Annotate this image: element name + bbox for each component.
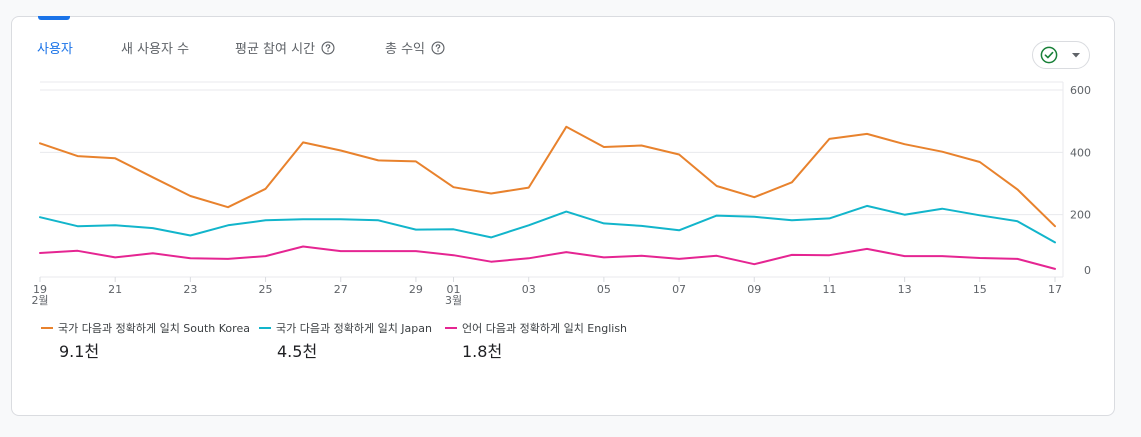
legend-label: 언어 다음과 정확하게 일치 English [462, 322, 628, 335]
legend-value-japan: 4.5천 [277, 342, 318, 361]
tab-total-revenue-label: 총 수익 [385, 42, 426, 57]
legend-item-english[interactable]: 언어 다음과 정확하게 일치 English [445, 320, 627, 336]
legend-value-south-korea: 9.1천 [59, 342, 100, 361]
legend-item-south-korea[interactable]: 국가 다음과 정확하게 일치 South Korea [41, 320, 250, 336]
series-line-2 [39, 245, 1056, 270]
legend-item-japan[interactable]: 국가 다음과 정확하게 일치 Japan [259, 320, 432, 336]
x-tick-month-label: 2월 [31, 294, 48, 307]
check-circle-icon [1040, 46, 1058, 64]
tab-users-label: 사용자 [37, 42, 73, 57]
x-tick-label: 09 [747, 283, 761, 296]
x-tick-label: 13 [898, 283, 912, 296]
y-tick-label: 400 [1070, 146, 1091, 159]
x-tick-label: 27 [334, 283, 348, 296]
chart-type-dropdown[interactable] [1032, 41, 1090, 69]
x-tick-label: 21 [108, 283, 122, 296]
x-tick-label: 05 [597, 283, 611, 296]
x-tick-label: 25 [259, 283, 273, 296]
series-line-0 [39, 125, 1056, 228]
x-tick-label: 19 [33, 283, 47, 296]
x-tick-label: 07 [672, 283, 686, 296]
help-icon[interactable] [321, 40, 335, 55]
x-tick-label: 29 [409, 283, 423, 296]
help-icon[interactable] [431, 40, 445, 55]
legend-swatch [41, 327, 53, 329]
y-tick-label: 0 [1084, 264, 1091, 277]
y-tick-label: 200 [1070, 209, 1091, 222]
tab-new-users[interactable]: 새 사용자 수 [121, 38, 189, 57]
tab-avg-engagement-time-label: 평균 참여 시간 [235, 42, 316, 57]
x-tick-label: 15 [973, 283, 987, 296]
series-line-1 [39, 204, 1056, 244]
chart-card [11, 16, 1115, 416]
legend-value-english: 1.8천 [462, 342, 503, 361]
legend-label: 국가 다음과 정확하게 일치 South Korea [58, 322, 250, 335]
legend-label: 국가 다음과 정확하게 일치 Japan [276, 322, 432, 335]
x-tick-label: 23 [183, 283, 197, 296]
legend-swatch [445, 327, 457, 329]
tab-new-users-label: 새 사용자 수 [121, 42, 190, 57]
y-tick-label: 600 [1070, 84, 1091, 97]
tab-total-revenue[interactable]: 총 수익 [385, 38, 445, 57]
x-tick-label: 17 [1048, 283, 1062, 296]
tab-avg-engagement-time[interactable]: 평균 참여 시간 [235, 38, 335, 57]
active-tab-indicator [38, 16, 70, 20]
x-tick-label: 01 [447, 283, 461, 296]
x-tick-month-label: 3월 [445, 294, 462, 307]
caret-down-icon [1072, 53, 1080, 58]
x-tick-label: 11 [822, 283, 836, 296]
x-tick-label: 03 [522, 283, 536, 296]
tab-users[interactable]: 사용자 [37, 38, 73, 57]
legend-swatch [259, 327, 271, 329]
